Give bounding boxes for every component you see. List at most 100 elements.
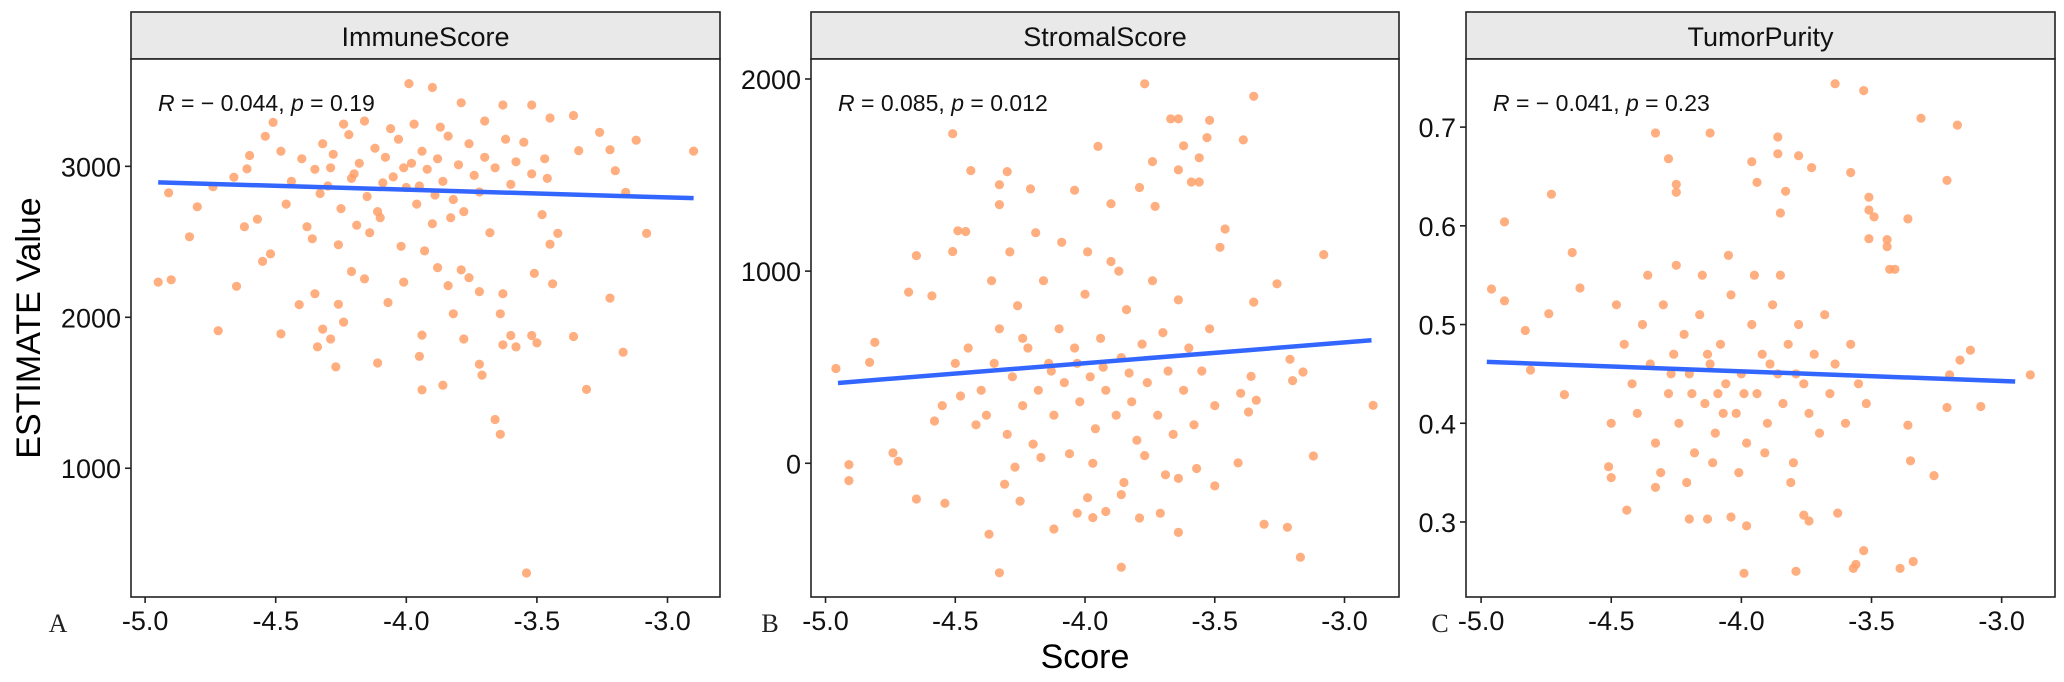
data-point <box>1830 79 1840 89</box>
data-point <box>1210 481 1220 491</box>
data-point <box>1611 300 1621 310</box>
data-point <box>1160 470 1171 480</box>
data-point <box>1559 390 1569 400</box>
data-point <box>1747 319 1757 330</box>
data-point <box>548 279 558 289</box>
data-point <box>595 127 605 137</box>
facet-title: ImmuneScore <box>341 22 509 52</box>
data-point <box>501 134 511 144</box>
data-point <box>904 287 914 297</box>
data-point <box>1781 186 1791 196</box>
data-point <box>971 420 981 430</box>
data-point <box>490 163 500 173</box>
data-point <box>1192 463 1202 474</box>
data-point <box>1083 247 1093 257</box>
data-point <box>1846 339 1856 349</box>
data-point <box>574 146 584 156</box>
data-point <box>1882 242 1892 252</box>
data-point <box>1903 420 1913 430</box>
data-point <box>1632 408 1642 418</box>
data-point <box>453 160 464 170</box>
data-point <box>1295 552 1305 562</box>
data-point <box>511 342 521 352</box>
data-point <box>1194 177 1204 187</box>
data-point <box>893 456 903 466</box>
data-point <box>1663 154 1674 164</box>
data-point <box>1663 389 1674 399</box>
data-point <box>1072 508 1082 518</box>
data-point <box>469 170 479 180</box>
data-point <box>1742 521 1752 531</box>
data-point <box>1119 477 1129 488</box>
data-point <box>1895 563 1905 574</box>
data-point <box>1861 398 1871 409</box>
data-point <box>485 228 495 238</box>
data-point <box>1695 310 1705 320</box>
x-tick-label: -4.0 <box>1718 606 1765 636</box>
data-point <box>1210 401 1220 411</box>
data-point <box>164 188 174 198</box>
data-point <box>1049 410 1059 420</box>
data-point <box>446 213 456 223</box>
data-point <box>417 146 427 156</box>
data-point <box>1114 266 1124 276</box>
data-point <box>1038 276 1049 286</box>
data-point <box>981 410 992 420</box>
data-point <box>1124 368 1134 378</box>
data-point <box>480 152 490 162</box>
data-point <box>315 188 325 199</box>
data-point <box>1036 452 1046 463</box>
data-point <box>474 359 484 369</box>
annotation-R-text: = 0.085, <box>855 90 952 116</box>
data-point <box>1788 458 1798 468</box>
data-point <box>1739 568 1749 578</box>
data-point <box>2025 370 2035 380</box>
data-point <box>231 281 242 291</box>
data-point <box>1833 508 1843 518</box>
data-point <box>1075 397 1085 407</box>
data-point <box>1643 270 1653 280</box>
data-point <box>1765 359 1775 369</box>
data-point <box>1005 247 1015 257</box>
data-point <box>495 309 505 319</box>
data-point <box>1658 300 1668 310</box>
x-tick-label: -3.5 <box>514 606 561 636</box>
data-point <box>1499 296 1510 306</box>
data-point <box>1830 359 1840 369</box>
data-point <box>1070 343 1080 353</box>
data-point <box>1637 319 1648 330</box>
data-point <box>456 98 466 108</box>
data-point <box>1807 163 1817 173</box>
panel-letter: C <box>1431 609 1448 638</box>
data-point <box>1025 184 1036 194</box>
data-point <box>1184 343 1194 353</box>
data-point <box>1689 448 1700 458</box>
data-point <box>989 358 999 368</box>
data-point <box>404 79 414 89</box>
data-point <box>229 172 239 182</box>
x-tick-label: -4.0 <box>383 606 430 636</box>
data-point <box>631 135 641 145</box>
x-tick-label: -3.0 <box>644 606 691 636</box>
data-point <box>948 129 958 139</box>
x-tick-label: -4.5 <box>1588 606 1635 636</box>
data-point <box>1111 410 1121 420</box>
data-point <box>346 173 357 183</box>
x-axis-title: Score <box>1041 638 1130 676</box>
data-point <box>477 370 487 380</box>
data-point <box>937 401 947 411</box>
data-point <box>443 281 453 291</box>
data-point <box>352 220 362 230</box>
facet-title: StromalScore <box>1023 22 1187 52</box>
data-point <box>1080 289 1090 299</box>
data-point <box>326 163 336 173</box>
data-point <box>1669 349 1679 359</box>
data-point <box>1814 428 1825 438</box>
data-point <box>474 287 484 297</box>
data-point <box>239 222 249 232</box>
data-point <box>438 176 448 186</box>
x-tick-label: -3.0 <box>1321 606 1368 636</box>
data-point <box>1002 167 1012 177</box>
data-point <box>1499 217 1510 227</box>
